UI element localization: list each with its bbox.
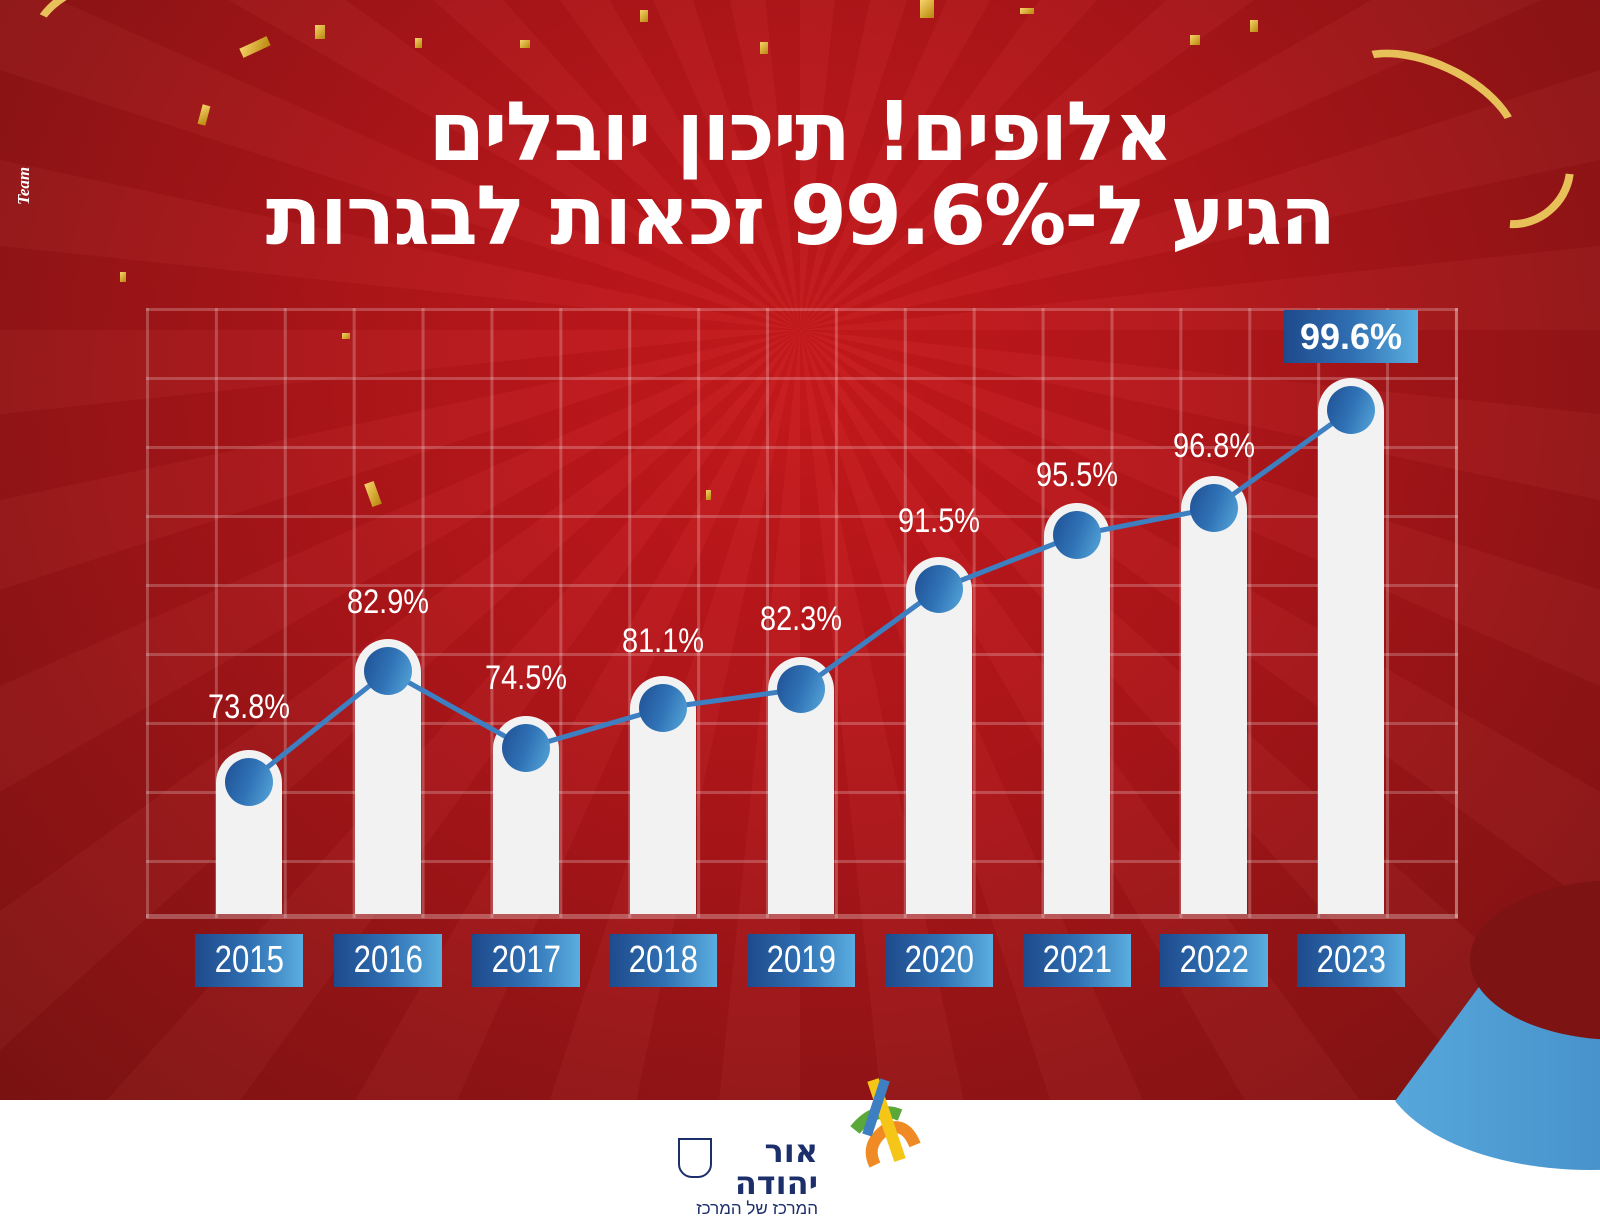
bar-2021 xyxy=(1044,503,1110,914)
x-axis-line xyxy=(146,914,1458,919)
year-label-2019: 2019 xyxy=(747,934,855,987)
data-point-2017 xyxy=(502,724,550,772)
trend-line xyxy=(247,407,1353,784)
poster-background: Team אלופים! תיכון יובלים הגיע ל-99.6% ז… xyxy=(0,0,1600,1100)
value-label-2016: 82.9% xyxy=(347,583,429,621)
year-text: 2019 xyxy=(766,939,836,981)
year-label-2017: 2017 xyxy=(472,934,580,987)
year-label-2018: 2018 xyxy=(609,934,717,987)
confetti xyxy=(640,10,648,22)
confetti xyxy=(760,42,768,54)
year-text: 2023 xyxy=(1316,939,1386,981)
title-line-1: אלופים! תיכון יובלים xyxy=(428,85,1173,180)
data-point-2018 xyxy=(639,684,687,732)
year-label-2022: 2022 xyxy=(1160,934,1268,987)
year-text: 2016 xyxy=(353,939,423,981)
bar-2022 xyxy=(1181,476,1247,914)
data-point-2023 xyxy=(1327,386,1375,434)
confetti xyxy=(1190,35,1200,45)
year-label-2015: 2015 xyxy=(195,934,303,987)
year-text: 2021 xyxy=(1042,939,1112,981)
year-text: 2020 xyxy=(904,939,974,981)
data-point-2021 xyxy=(1053,511,1101,559)
confetti xyxy=(342,333,350,339)
ribbon-emblem-icon xyxy=(850,1078,921,1168)
value-label-2015: 73.8% xyxy=(208,688,290,726)
year-text: 2017 xyxy=(491,939,561,981)
confetti xyxy=(315,25,325,39)
footer xyxy=(0,1100,1600,1200)
confetti xyxy=(415,38,422,48)
confetti xyxy=(120,272,126,282)
bar-2020 xyxy=(906,557,972,914)
confetti xyxy=(706,490,711,500)
logo-sub-text: המרכז של המרכז xyxy=(696,1199,818,1218)
value-label-2019: 82.3% xyxy=(760,600,842,638)
logo-main-text: אור יהודה xyxy=(734,1132,818,1202)
city-crest-icon xyxy=(678,1138,712,1178)
confetti xyxy=(920,0,934,18)
year-label-2016: 2016 xyxy=(334,934,442,987)
title-line-2: הגיע ל-99.6% זכאות לבגרות xyxy=(265,169,1336,264)
value-label-2017: 74.5% xyxy=(485,659,567,697)
highlight-value-2023: 99.6% xyxy=(1284,310,1418,363)
data-point-2019 xyxy=(777,665,825,713)
year-text: 2022 xyxy=(1179,939,1249,981)
confetti xyxy=(1020,8,1034,14)
value-label-2018: 81.1% xyxy=(622,622,704,660)
bar-2023 xyxy=(1318,378,1384,914)
year-label-2020: 2020 xyxy=(885,934,993,987)
value-label-2022: 96.8% xyxy=(1173,427,1255,465)
year-text: 2015 xyxy=(214,939,284,981)
data-point-2022 xyxy=(1190,484,1238,532)
value-label-2020: 91.5% xyxy=(898,502,980,540)
year-label-2021: 2021 xyxy=(1023,934,1131,987)
data-point-2015 xyxy=(225,758,273,806)
city-logo: אור יהודה המרכז של המרכז xyxy=(678,1135,818,1219)
confetti xyxy=(520,40,530,48)
value-label-2021: 95.5% xyxy=(1036,456,1118,494)
confetti xyxy=(1250,20,1258,32)
year-text: 2018 xyxy=(628,939,698,981)
data-point-2016 xyxy=(364,647,412,695)
year-label-2023: 2023 xyxy=(1297,934,1405,987)
data-point-2020 xyxy=(915,565,963,613)
